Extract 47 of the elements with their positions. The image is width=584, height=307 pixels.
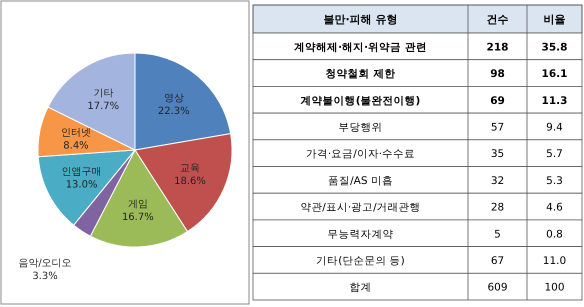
data-label: 9.4 [546, 121, 564, 134]
data-label: 57 [490, 121, 504, 134]
category-label: 품질/AS 미흡 [328, 174, 393, 187]
text: 비율 [544, 13, 566, 26]
slice-label: 기타 [93, 88, 114, 99]
category-label: 가격·요금/이자·수수료 [306, 148, 416, 160]
data-label: 4.6 [546, 202, 564, 214]
slice-label: 음악/오디오 [18, 258, 72, 269]
data-label: 35.8 [542, 41, 568, 54]
data-label: 5.3 [546, 174, 563, 187]
slice-label: 교육 [180, 163, 200, 174]
data-label: 609 [487, 282, 508, 294]
data-label: 218 [486, 41, 508, 54]
data-label: 5 [494, 228, 501, 240]
text: 불만·피해 유형 [323, 13, 398, 26]
data-label: 3.3% [32, 270, 58, 282]
category-label: 합계 [350, 282, 372, 294]
category-label: 청약철회 제한 [326, 68, 396, 80]
data-label: 0.8 [546, 228, 563, 240]
slice-label: 게임 [128, 199, 148, 210]
data-label: 67 [490, 254, 504, 267]
category-label: 약관/표시·광고/거래관행 [300, 202, 421, 214]
data-label: 11.3 [542, 94, 568, 107]
category-label: 계약불이행(불완전이행) [300, 94, 420, 107]
category-label: 기타(단순문의 등) [316, 254, 405, 267]
category-label: 계약해제·해지·위약금 관련 [294, 41, 427, 54]
slice-label: 영상 [164, 93, 184, 104]
slice-label: 인터넷 [60, 127, 91, 138]
data-label: 11.0 [542, 254, 566, 267]
data-label: 5.7 [546, 148, 563, 160]
data-label: 100 [544, 282, 565, 294]
data-label: 13.0% [66, 180, 98, 191]
category-label: 무능력자계약 [328, 228, 394, 240]
data-label: 8.4% [63, 140, 89, 152]
data-label: 28 [490, 202, 504, 214]
data-label: 16.1 [542, 68, 568, 80]
data-label: 18.6% [174, 176, 206, 188]
data-label: 16.7% [122, 212, 154, 224]
category-label: 부당행위 [338, 121, 382, 134]
series-label: 건수 [486, 13, 508, 26]
slice-label: 인앱구매 [62, 166, 102, 178]
data-label: 17.7% [87, 100, 120, 112]
data-label: 69 [490, 94, 505, 107]
data-label: 35 [490, 148, 504, 160]
data-label: 32 [490, 174, 504, 187]
data-label: 22.3% [158, 106, 190, 118]
data-label: 98 [490, 68, 505, 80]
